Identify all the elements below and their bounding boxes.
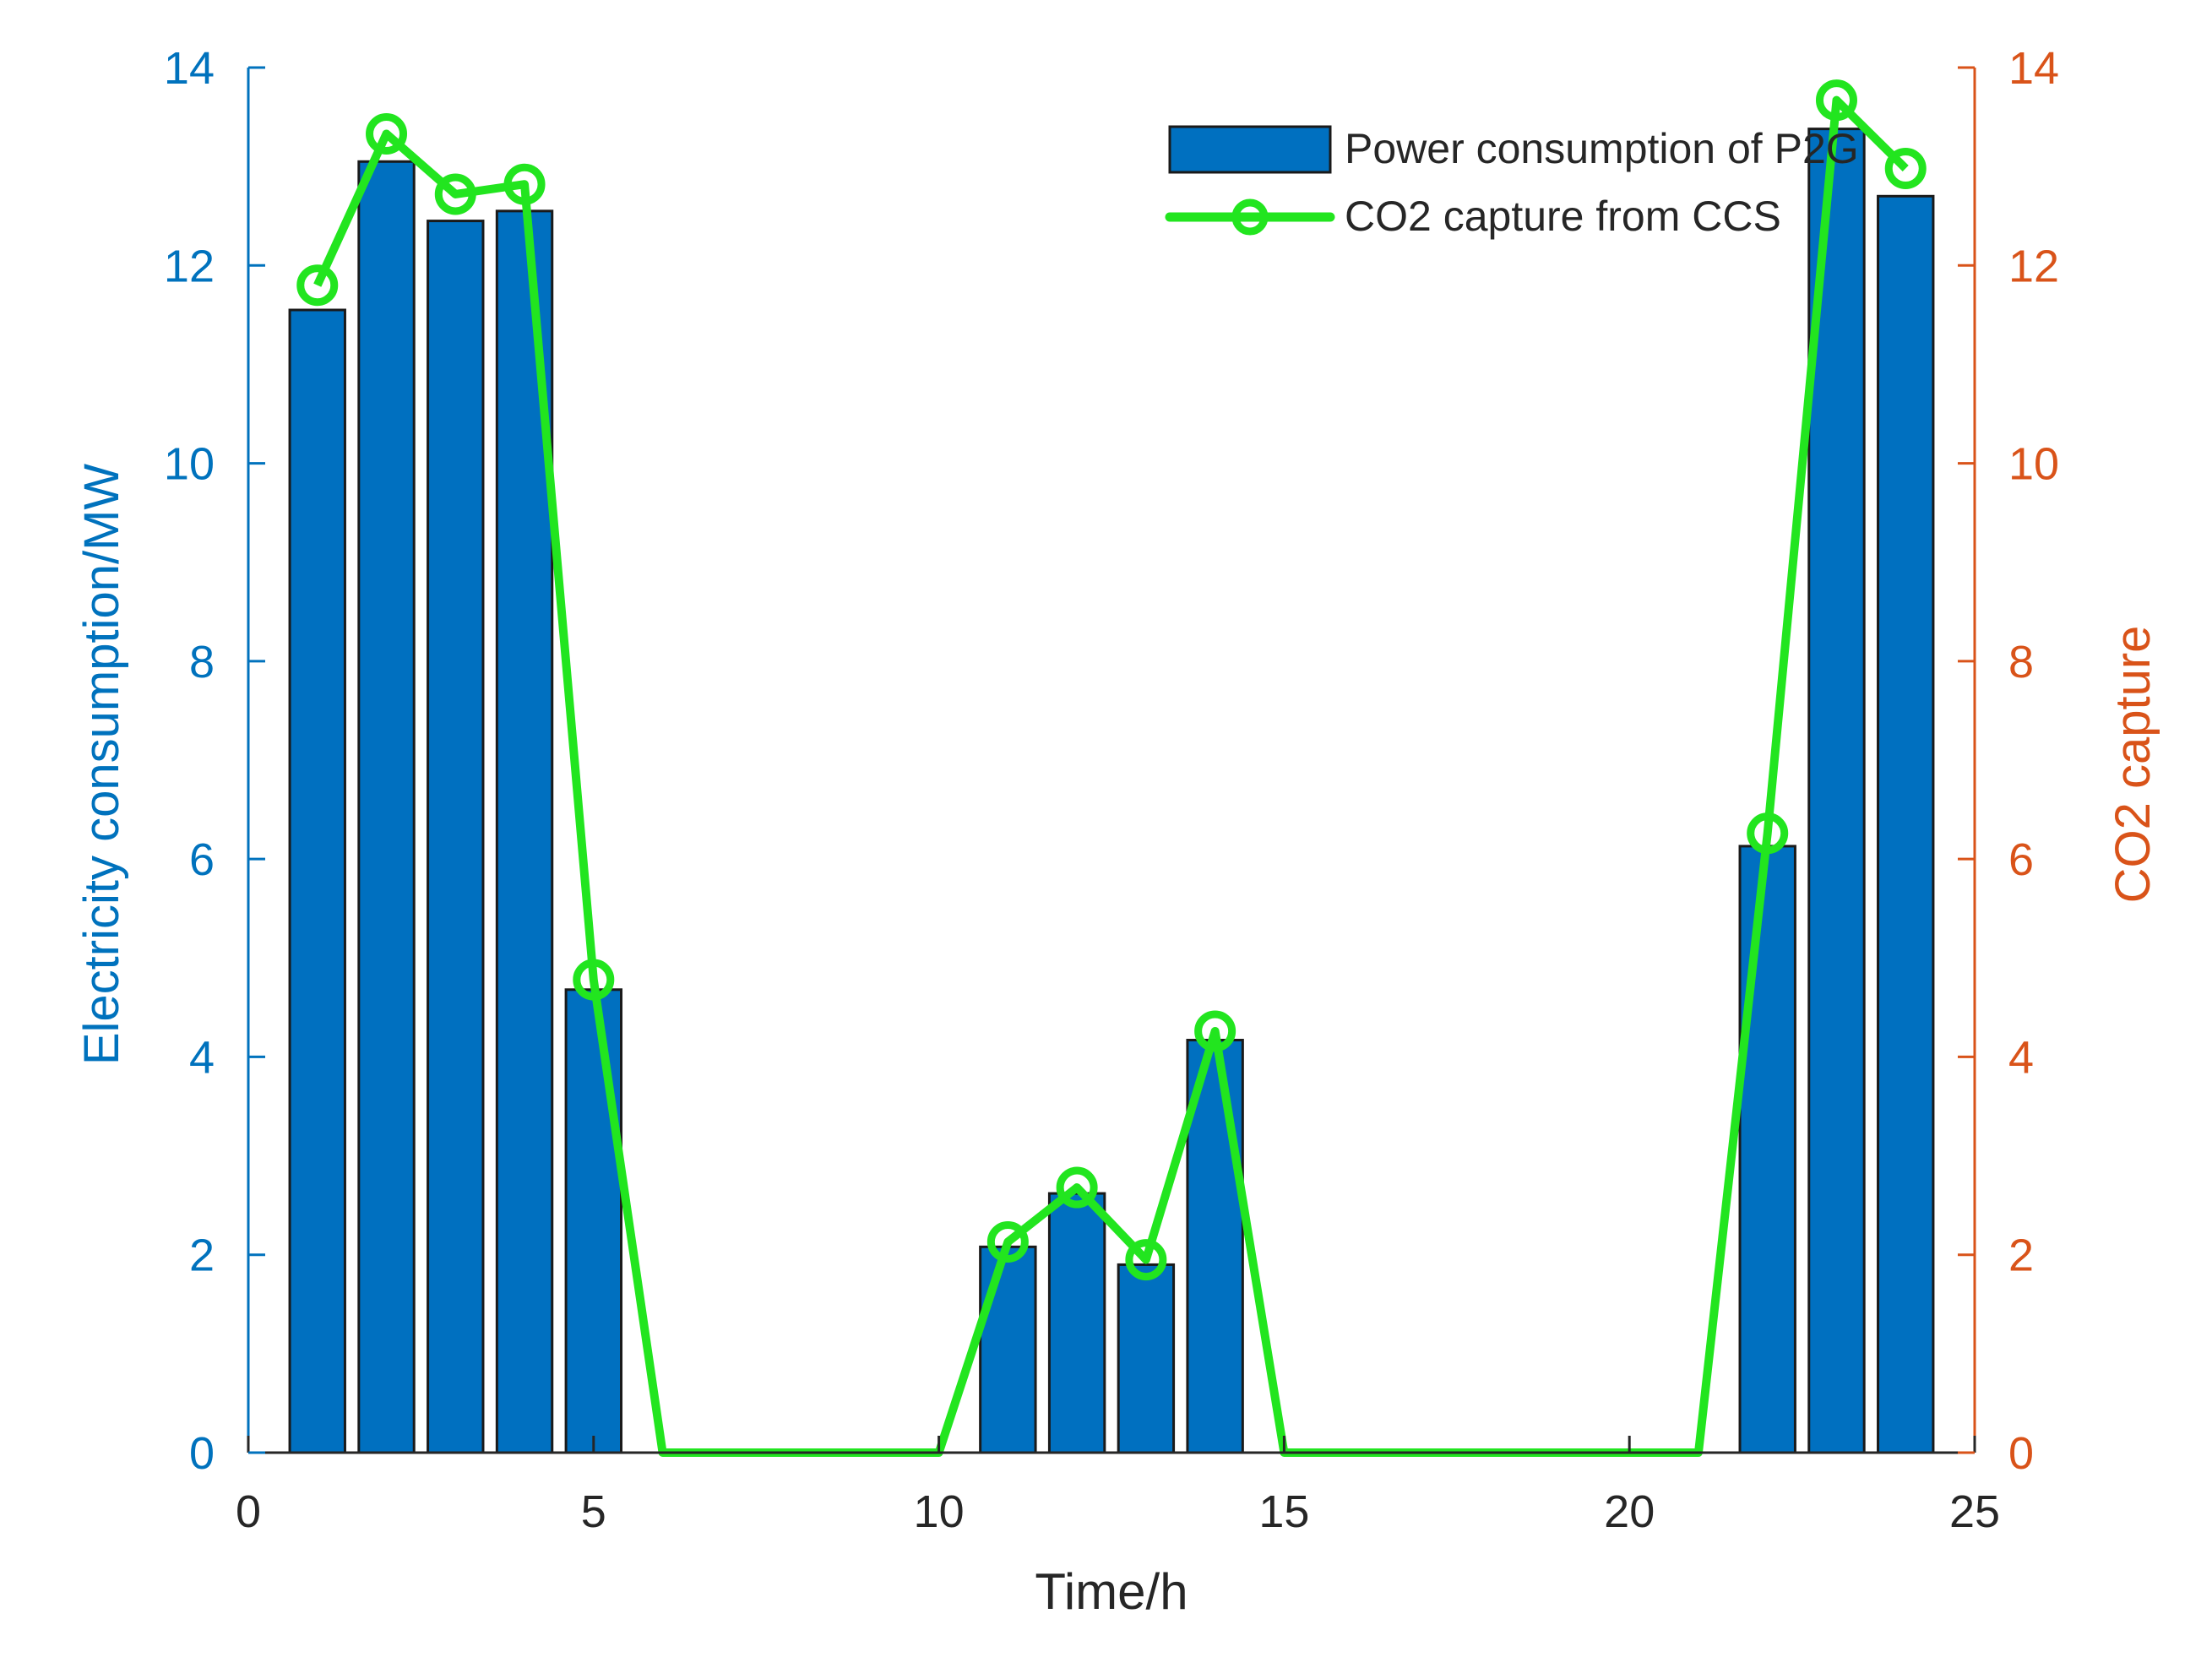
bars-layer	[288, 128, 1935, 1454]
right-y-tick-label-8: 8	[2008, 637, 2034, 687]
co2-capture-point-t11	[986, 1220, 1029, 1263]
left-y-tick-label-0: 0	[189, 1428, 215, 1479]
right-y-tick-label-10: 10	[2008, 439, 2059, 490]
bar-t5	[564, 988, 623, 1454]
left-y-tick-label-12: 12	[164, 241, 215, 291]
co2-capture-point-t2	[366, 112, 408, 155]
bar-t12	[1047, 1192, 1106, 1454]
co2-capture-point-t22	[1747, 812, 1789, 855]
x-tick-label-10: 10	[914, 1486, 965, 1537]
left-axis-title: Electricity consumption/MW	[74, 464, 129, 1066]
right-y-tick-label-4: 4	[2008, 1032, 2034, 1083]
left-y-tick-label-4: 4	[189, 1032, 215, 1083]
left-y-tick-label-14: 14	[164, 43, 215, 94]
bar-t2	[357, 160, 416, 1454]
x-tick-label-0: 0	[236, 1486, 261, 1537]
left-y-tick-label-10: 10	[164, 439, 215, 490]
bar-t24	[1877, 194, 1935, 1454]
right-y-tick-label-6: 6	[2008, 834, 2034, 885]
bar-t22	[1738, 845, 1796, 1454]
right-y-tick-label-12: 12	[2008, 241, 2059, 291]
legend: Power consumption of P2G CO2 capture fro…	[1165, 125, 1859, 240]
right-y-tick-label-0: 0	[2008, 1428, 2034, 1479]
left-y-tick-label-2: 2	[189, 1231, 215, 1281]
bar-t3	[427, 220, 485, 1454]
bar-t13	[1117, 1263, 1176, 1454]
bar-t11	[979, 1245, 1037, 1454]
right-y-tick-label-14: 14	[2008, 43, 2059, 94]
bar-t23	[1807, 128, 1866, 1454]
x-tick-label-25: 25	[1949, 1486, 2000, 1537]
x-tick-label-5: 5	[581, 1486, 606, 1537]
co2-capture-point-t3	[434, 173, 476, 215]
co2-capture-point-t24	[1884, 147, 1927, 189]
x-tick-label-20: 20	[1604, 1486, 1655, 1537]
co2-capture-point-t4	[503, 163, 546, 205]
legend-line-marker	[1231, 198, 1269, 236]
co2-capture-point-t13	[1125, 1239, 1167, 1281]
right-axis-title: CO2 capture	[2106, 626, 2160, 904]
left-y-tick-label-8: 8	[189, 637, 215, 687]
co2-capture-point-t12	[1056, 1166, 1098, 1209]
x-tick-label-15: 15	[1258, 1486, 1309, 1537]
x-axis-title: Time/h	[1035, 1563, 1188, 1620]
co2-capture-line	[313, 95, 1909, 1457]
co2-capture-point-t23	[1815, 79, 1857, 122]
legend-label-co2-capture: CO2 capture from CCS	[1345, 193, 1781, 240]
right-y-tick-label-2: 2	[2008, 1231, 2034, 1281]
bar-t1	[288, 308, 346, 1454]
left-y-tick-label-6: 6	[189, 834, 215, 885]
co2-capture-point-t5	[573, 959, 615, 1001]
legend-label-power-consumption: Power consumption of P2G	[1345, 125, 1859, 172]
co2-capture-point-t1	[296, 264, 339, 307]
co2-capture-point-t14	[1194, 1010, 1236, 1052]
legend-bar-swatch	[1168, 125, 1332, 174]
